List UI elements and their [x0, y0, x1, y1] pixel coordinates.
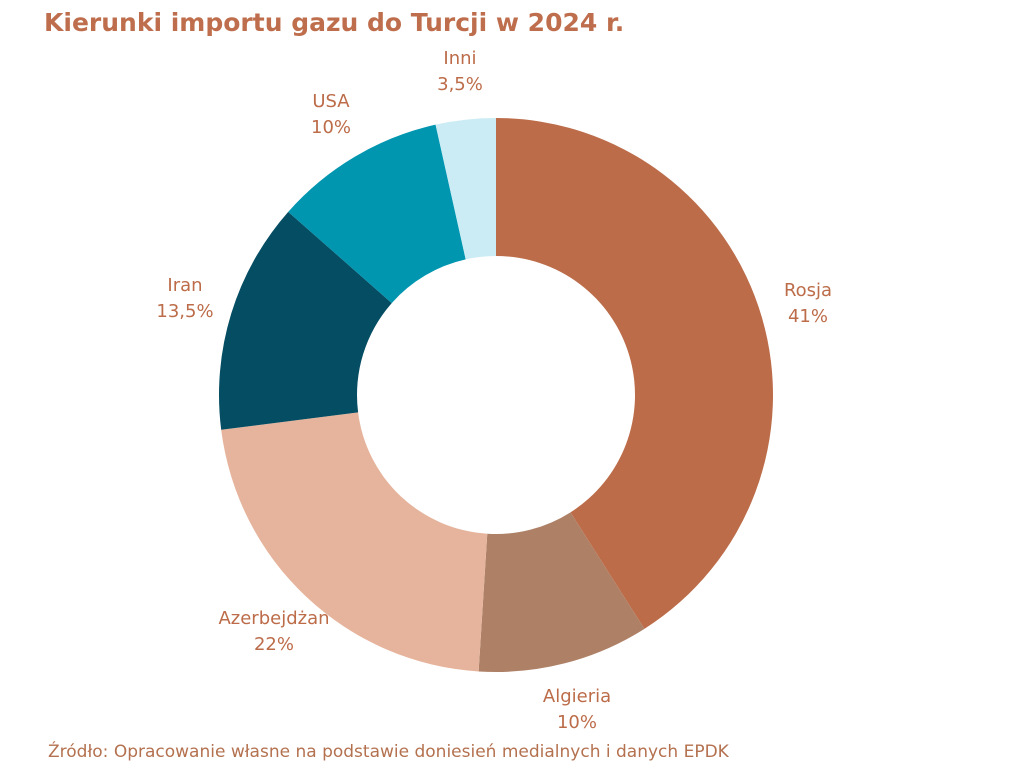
- slice-rosja: [496, 118, 773, 629]
- slice-label-value: 22%: [253, 634, 294, 655]
- chart-title: Kierunki importu gazu do Turcji w 2024 r…: [44, 8, 625, 37]
- slice-label-value: 3,5%: [437, 74, 483, 95]
- slice-label-name: Azerbejdżan: [218, 608, 330, 629]
- slice-label-inni: Inni 3,5%: [437, 46, 483, 98]
- slice-usa: [288, 124, 466, 304]
- slice-label-algieria: Algieria 10%: [543, 684, 611, 736]
- slice-label-name: Algieria: [542, 686, 612, 707]
- slice-label-value: 10%: [556, 712, 597, 733]
- slice-label-iran: Iran 13,5%: [156, 273, 213, 325]
- slice-algieria: [478, 512, 645, 672]
- slice-label-name: Iran: [167, 275, 203, 296]
- slice-label-value: 41%: [787, 306, 828, 327]
- slice-label-name: Inni: [443, 48, 477, 69]
- slice-label-name: USA: [312, 91, 350, 112]
- slice-label-name: Rosja: [783, 280, 833, 301]
- slice-inni: [435, 118, 496, 260]
- source-note: Źródło: Opracowanie własne na podstawie …: [48, 742, 729, 762]
- slice-label-value: 10%: [310, 117, 352, 138]
- slice-label-rosja: Rosja 41%: [784, 278, 832, 330]
- slice-label-azerbejdzan: Azerbejdżan 22%: [218, 606, 329, 658]
- slice-label-value: 13,5%: [156, 301, 214, 322]
- slice-iran: [218, 211, 392, 430]
- slice-azerbejdzan: [221, 412, 488, 672]
- slice-label-usa: USA 10%: [311, 89, 351, 141]
